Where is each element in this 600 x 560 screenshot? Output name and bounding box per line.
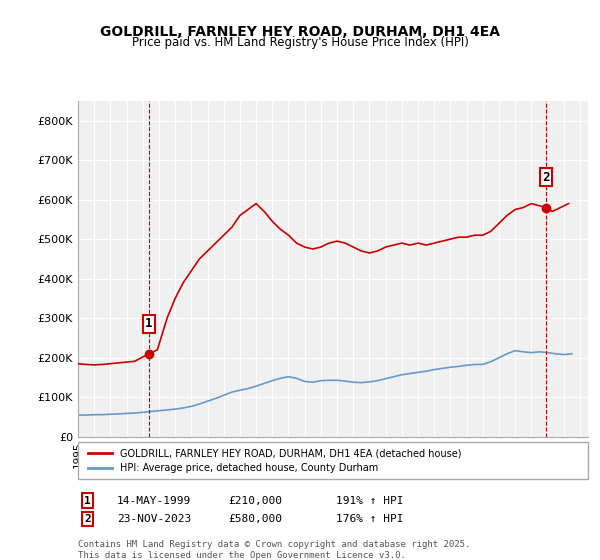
Text: Price paid vs. HM Land Registry's House Price Index (HPI): Price paid vs. HM Land Registry's House …	[131, 36, 469, 49]
Text: 1: 1	[145, 317, 152, 330]
Text: Contains HM Land Registry data © Crown copyright and database right 2025.
This d: Contains HM Land Registry data © Crown c…	[78, 540, 470, 560]
Text: £210,000: £210,000	[228, 496, 282, 506]
Legend: GOLDRILL, FARNLEY HEY ROAD, DURHAM, DH1 4EA (detached house), HPI: Average price: GOLDRILL, FARNLEY HEY ROAD, DURHAM, DH1 …	[83, 444, 466, 478]
Text: 2: 2	[84, 514, 91, 524]
Text: 2: 2	[542, 171, 550, 184]
Text: 191% ↑ HPI: 191% ↑ HPI	[336, 496, 404, 506]
Text: 176% ↑ HPI: 176% ↑ HPI	[336, 514, 404, 524]
Text: 14-MAY-1999: 14-MAY-1999	[117, 496, 191, 506]
Text: 23-NOV-2023: 23-NOV-2023	[117, 514, 191, 524]
Text: GOLDRILL, FARNLEY HEY ROAD, DURHAM, DH1 4EA: GOLDRILL, FARNLEY HEY ROAD, DURHAM, DH1 …	[100, 25, 500, 39]
Text: 1: 1	[84, 496, 91, 506]
Text: £580,000: £580,000	[228, 514, 282, 524]
FancyBboxPatch shape	[78, 442, 588, 479]
